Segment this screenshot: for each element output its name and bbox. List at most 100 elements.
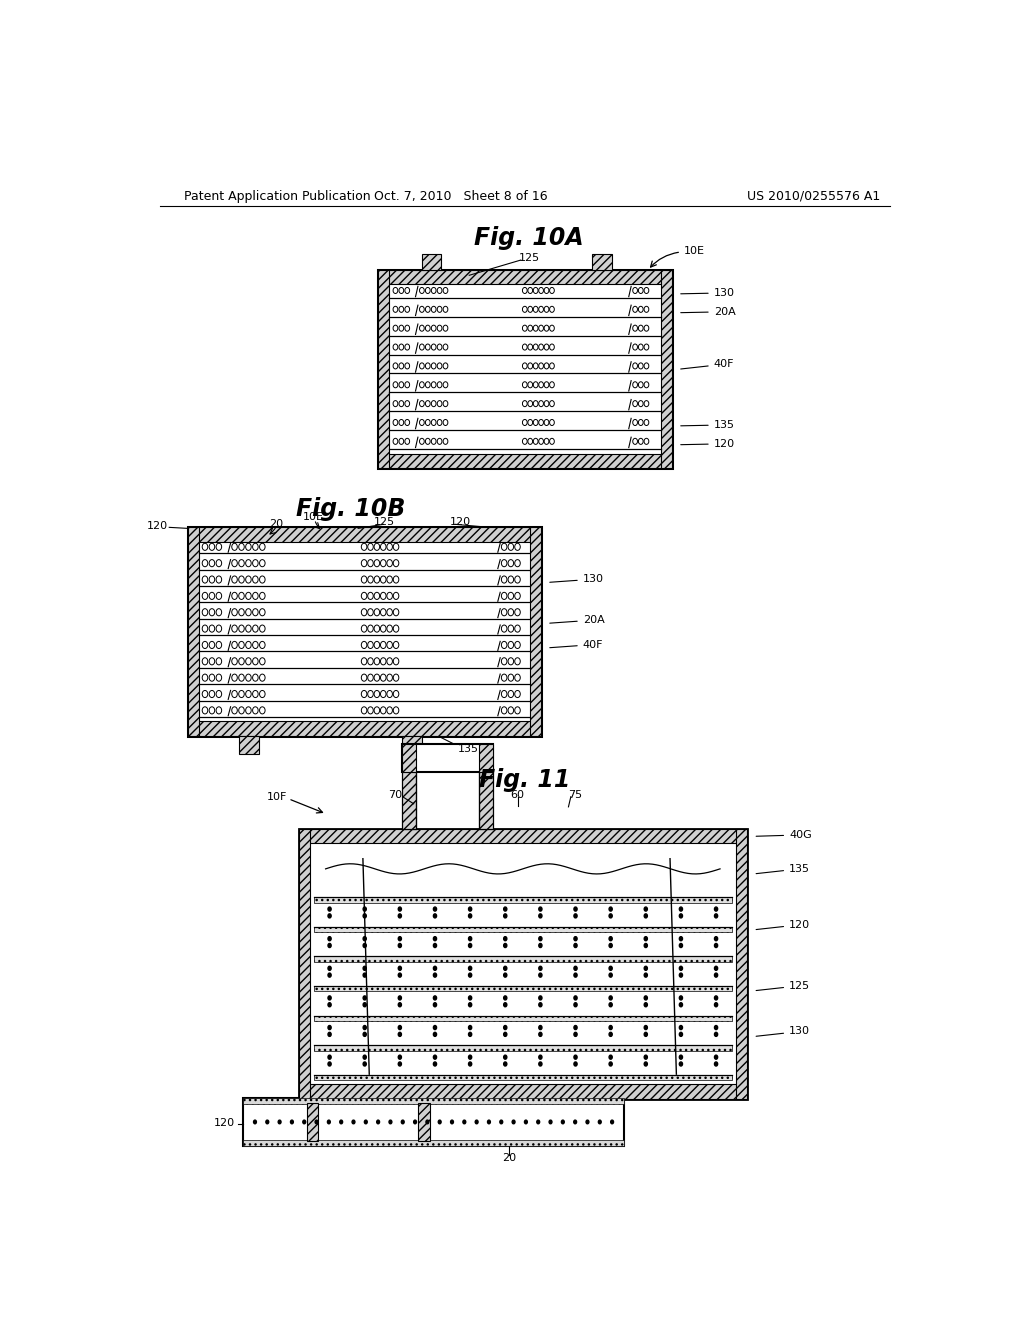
Bar [313, 1015, 732, 1022]
Bar [529, 528, 541, 735]
Circle shape [573, 937, 578, 941]
Circle shape [539, 966, 542, 970]
Circle shape [609, 995, 612, 1001]
Circle shape [609, 1055, 612, 1059]
Circle shape [433, 973, 436, 977]
Circle shape [573, 1032, 578, 1036]
Circle shape [438, 1121, 441, 1123]
Text: Fig. 10B: Fig. 10B [296, 498, 404, 521]
Text: 20: 20 [269, 519, 284, 529]
Circle shape [504, 1055, 507, 1059]
Bar [592, 253, 612, 271]
Circle shape [609, 973, 612, 977]
Circle shape [715, 1063, 718, 1067]
Circle shape [715, 966, 718, 970]
Circle shape [644, 973, 647, 977]
Circle shape [398, 1003, 401, 1007]
Circle shape [504, 973, 507, 977]
Text: 40F: 40F [681, 359, 734, 370]
Text: 10E: 10E [303, 512, 324, 523]
Circle shape [537, 1121, 540, 1123]
Circle shape [433, 907, 436, 911]
Text: 10E: 10E [684, 246, 705, 256]
Circle shape [315, 1121, 318, 1123]
Circle shape [328, 1055, 331, 1059]
Circle shape [398, 995, 401, 1001]
Circle shape [679, 966, 683, 970]
Circle shape [328, 907, 331, 911]
Text: 135: 135 [756, 863, 810, 874]
Circle shape [504, 1026, 507, 1030]
Circle shape [573, 1003, 578, 1007]
Circle shape [433, 1032, 436, 1036]
Text: 120: 120 [450, 517, 471, 527]
Circle shape [398, 973, 401, 977]
Circle shape [573, 944, 578, 948]
Circle shape [644, 966, 647, 970]
Circle shape [340, 1121, 343, 1123]
Circle shape [715, 944, 718, 948]
Circle shape [364, 973, 367, 977]
Circle shape [433, 1026, 436, 1030]
Circle shape [573, 907, 578, 911]
Circle shape [469, 973, 472, 977]
Circle shape [679, 907, 683, 911]
Circle shape [573, 1121, 577, 1123]
Circle shape [644, 1032, 647, 1036]
Text: 40F: 40F [550, 640, 603, 649]
Circle shape [715, 1055, 718, 1059]
Text: 75: 75 [568, 789, 583, 800]
Bar [313, 986, 732, 991]
Bar [418, 1102, 430, 1142]
Circle shape [715, 973, 718, 977]
Circle shape [433, 1063, 436, 1067]
Text: Fig. 11: Fig. 11 [479, 768, 570, 792]
Text: Patent Application Publication: Patent Application Publication [183, 190, 371, 202]
Bar [378, 271, 389, 469]
Circle shape [610, 1121, 613, 1123]
Circle shape [609, 944, 612, 948]
Circle shape [469, 1032, 472, 1036]
Bar [378, 271, 672, 469]
Circle shape [504, 944, 507, 948]
Text: 20: 20 [502, 1152, 516, 1163]
Circle shape [609, 966, 612, 970]
Circle shape [364, 1026, 367, 1030]
Circle shape [398, 944, 401, 948]
Circle shape [504, 995, 507, 1001]
Circle shape [715, 913, 718, 917]
Circle shape [573, 1026, 578, 1030]
Text: 130: 130 [681, 288, 734, 298]
Bar [299, 829, 309, 1098]
Text: 125: 125 [518, 253, 540, 263]
Circle shape [539, 937, 542, 941]
Circle shape [504, 966, 507, 970]
Text: US 2010/0255576 A1: US 2010/0255576 A1 [748, 190, 881, 202]
Circle shape [398, 937, 401, 941]
Bar [378, 271, 672, 284]
Circle shape [679, 1003, 683, 1007]
Bar [187, 528, 541, 541]
Circle shape [469, 907, 472, 911]
Circle shape [328, 913, 331, 917]
Circle shape [401, 1121, 404, 1123]
Circle shape [539, 1055, 542, 1059]
Circle shape [426, 1121, 429, 1123]
Circle shape [679, 1055, 683, 1059]
Circle shape [644, 907, 647, 911]
Circle shape [539, 973, 542, 977]
Text: 125: 125 [756, 981, 810, 991]
Text: 120: 120 [756, 920, 810, 929]
Text: 120: 120 [214, 1118, 236, 1129]
Circle shape [644, 944, 647, 948]
Bar [313, 927, 732, 932]
Circle shape [715, 937, 718, 941]
Circle shape [539, 1063, 542, 1067]
Circle shape [469, 1055, 472, 1059]
Circle shape [364, 913, 367, 917]
Bar [660, 271, 672, 469]
Circle shape [539, 1032, 542, 1036]
Circle shape [715, 995, 718, 1001]
Circle shape [328, 995, 331, 1001]
Circle shape [398, 1026, 401, 1030]
